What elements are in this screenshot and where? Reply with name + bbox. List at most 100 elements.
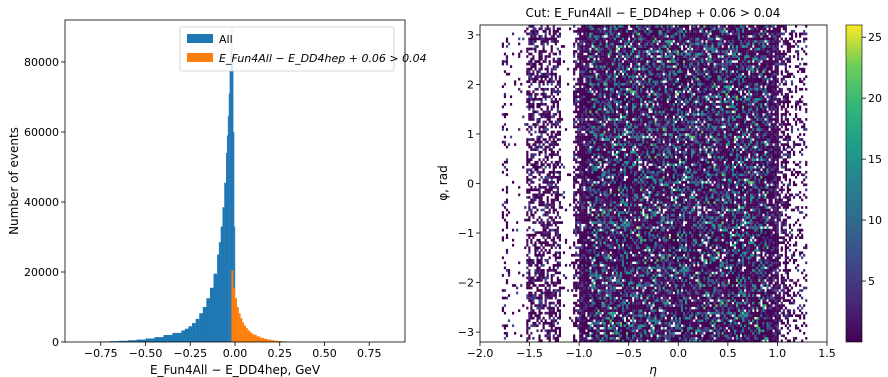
heatmap-cell bbox=[628, 279, 631, 282]
heatmap-cell bbox=[577, 175, 580, 179]
heatmap-cell bbox=[546, 241, 549, 245]
heatmap-cell bbox=[595, 67, 598, 71]
heatmap-cell bbox=[548, 289, 551, 292]
heatmap-cell bbox=[605, 42, 608, 46]
heatmap-cell bbox=[609, 158, 612, 162]
heatmap-cell bbox=[583, 304, 586, 307]
heatmap-cell bbox=[595, 279, 598, 282]
heatmap-cell bbox=[599, 27, 602, 31]
heatmap-cell bbox=[597, 55, 600, 58]
heatmap-cell bbox=[546, 321, 549, 325]
heatmap-cell bbox=[623, 309, 627, 312]
heatmap-cell bbox=[573, 306, 576, 310]
heatmap-cell bbox=[601, 133, 604, 136]
heatmap-cell bbox=[611, 148, 614, 151]
heatmap-cell bbox=[548, 148, 551, 151]
heatmap-cell bbox=[611, 110, 614, 114]
heatmap-cell bbox=[599, 286, 602, 290]
heatmap-cell bbox=[611, 50, 614, 53]
heatmap-cell bbox=[554, 193, 557, 197]
heatmap-cell bbox=[611, 253, 614, 257]
heatmap-cell bbox=[605, 150, 608, 154]
heatmap-cell bbox=[526, 168, 529, 172]
heatmap-cell bbox=[573, 90, 576, 94]
heatmap-cell bbox=[581, 246, 584, 250]
heatmap-cell bbox=[536, 256, 539, 260]
heatmap-cell bbox=[621, 120, 625, 124]
heatmap-cell bbox=[632, 50, 635, 53]
heatmap-cell bbox=[609, 339, 612, 343]
heatmap-cell bbox=[628, 62, 631, 66]
heatmap-cell bbox=[619, 311, 623, 315]
heatmap-cell bbox=[601, 211, 604, 214]
heatmap-cell bbox=[603, 291, 606, 295]
heatmap-cell bbox=[611, 291, 614, 295]
heatmap-cell bbox=[581, 175, 584, 179]
heatmap-cell bbox=[619, 138, 623, 141]
heatmap-cell bbox=[532, 62, 535, 66]
heatmap-cell bbox=[599, 32, 602, 36]
heatmap-cell bbox=[550, 326, 553, 330]
heatmap-cell bbox=[613, 47, 616, 51]
heatmap-cell bbox=[611, 120, 614, 124]
heatmap-cell bbox=[607, 108, 610, 111]
heatmap-cell bbox=[630, 211, 633, 214]
heatmap-cell bbox=[538, 196, 541, 199]
heatmap-cell bbox=[599, 110, 602, 114]
heatmap-cell bbox=[605, 284, 608, 287]
heatmap-cell bbox=[621, 160, 625, 164]
heatmap-cell bbox=[605, 77, 608, 81]
heatmap-cell bbox=[542, 158, 545, 162]
heatmap-cell bbox=[505, 198, 509, 202]
heatmap-cell bbox=[552, 37, 555, 41]
heatmap-cell bbox=[609, 274, 612, 277]
heatmap-cell bbox=[546, 113, 549, 116]
heatmap-cell bbox=[593, 266, 596, 270]
heatmap-cell bbox=[613, 133, 616, 136]
heatmap-cell bbox=[583, 208, 586, 212]
heatmap-cell bbox=[581, 52, 584, 56]
heatmap-cell bbox=[597, 173, 600, 177]
heatmap-cell bbox=[577, 57, 580, 61]
heatmap-cell bbox=[636, 306, 639, 310]
heatmap-cell bbox=[558, 236, 561, 239]
heatmap-cell bbox=[554, 123, 557, 126]
heatmap-cell bbox=[623, 211, 627, 214]
heatmap-cell bbox=[591, 32, 594, 36]
heatmap-cell bbox=[538, 55, 541, 58]
heatmap-cell bbox=[591, 256, 594, 260]
heatmap-cell bbox=[538, 97, 541, 101]
heatmap-cell bbox=[577, 311, 580, 315]
heatmap-cell bbox=[536, 30, 539, 33]
heatmap-cell bbox=[628, 196, 631, 199]
heatmap-cell bbox=[579, 120, 582, 124]
heatmap-cell bbox=[552, 243, 555, 247]
heatmap-cell bbox=[546, 276, 549, 280]
heatmap-cell bbox=[595, 218, 598, 222]
heatmap-cell bbox=[597, 291, 600, 295]
heatmap-cell bbox=[603, 233, 606, 237]
heatmap-cell bbox=[591, 183, 594, 187]
heatmap-cell bbox=[623, 158, 627, 162]
heatmap-cell bbox=[573, 241, 576, 245]
heatmap-cell bbox=[556, 256, 559, 260]
heatmap-cell bbox=[552, 206, 555, 209]
heatmap-cell bbox=[530, 291, 533, 295]
heatmap-cell bbox=[609, 178, 612, 182]
heatmap-cell bbox=[619, 25, 623, 28]
heatmap-cell bbox=[530, 211, 533, 214]
heatmap-cell bbox=[623, 60, 627, 63]
heatmap-cell bbox=[603, 276, 606, 280]
heatmap-cell bbox=[615, 62, 618, 66]
heatmap-cell bbox=[599, 180, 602, 184]
heatmap-cell bbox=[581, 256, 584, 260]
heatmap-cell bbox=[589, 201, 592, 204]
heatmap-cell bbox=[554, 294, 557, 297]
heatmap-cell bbox=[623, 256, 627, 260]
heatmap-cell bbox=[552, 57, 555, 61]
heatmap-cell bbox=[544, 243, 547, 247]
heatmap-cell bbox=[636, 236, 639, 239]
heatmap-cell bbox=[589, 289, 592, 292]
heatmap-cell bbox=[516, 286, 519, 290]
heatmap-cell bbox=[623, 115, 627, 119]
